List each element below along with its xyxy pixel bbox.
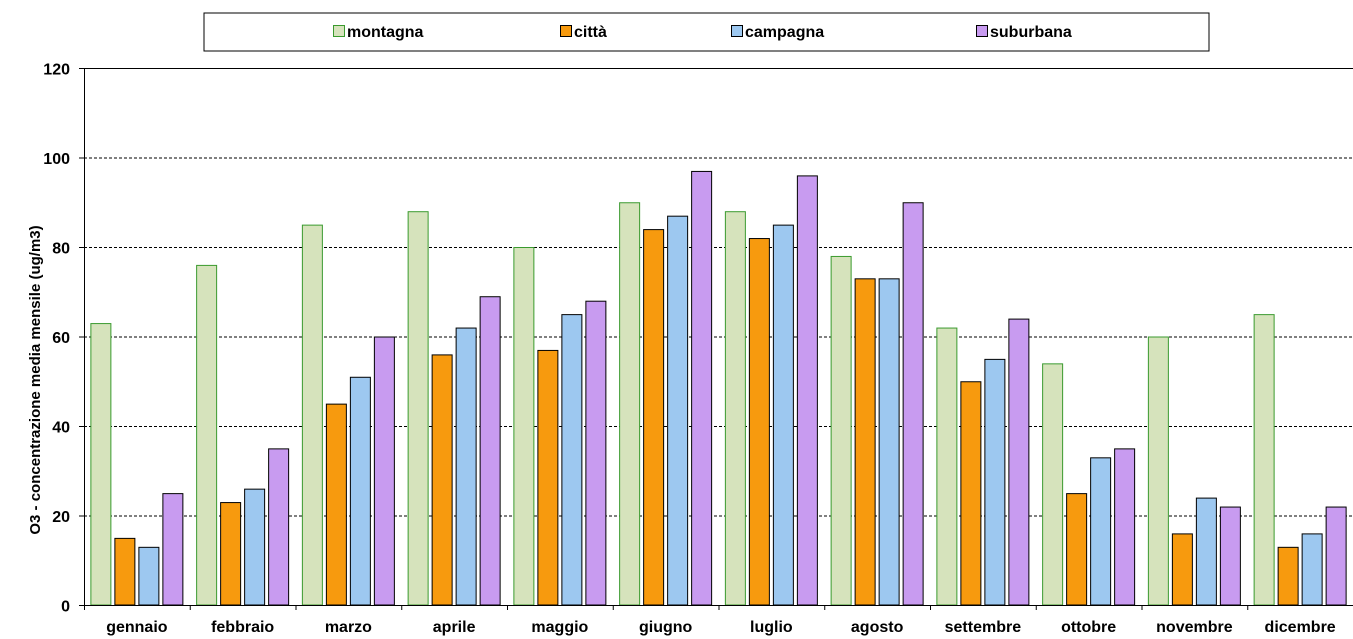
- bar-città-settembre: [960, 381, 982, 606]
- bar-campagna-febbraio: [244, 488, 266, 606]
- bar-campagna-agosto: [878, 278, 900, 606]
- bar-montagna-maggio: [513, 247, 535, 606]
- bar-montagna-settembre: [936, 327, 958, 606]
- bar-città-novembre: [1171, 533, 1193, 606]
- bar-campagna-settembre: [984, 358, 1006, 606]
- legend-label-città: città: [574, 24, 607, 41]
- bar-montagna-gennaio: [90, 323, 112, 606]
- bar-campagna-gennaio: [138, 546, 160, 606]
- x-tick-label-giugno: giugno: [639, 619, 693, 636]
- legend: montagna città campagna suburbana: [203, 12, 1210, 52]
- gridlines: [84, 68, 1353, 517]
- bar-suburbana-luglio: [796, 175, 818, 606]
- x-tick-label-maggio: maggio: [531, 619, 588, 636]
- bar-città-ottobre: [1066, 493, 1088, 606]
- bar-campagna-ottobre: [1090, 457, 1112, 606]
- bar-città-giugno: [643, 229, 665, 606]
- legend-label-campagna: campagna: [745, 24, 824, 41]
- y-tick-label-120: 120: [43, 62, 70, 79]
- bar-montagna-marzo: [301, 224, 323, 606]
- x-tick-label-aprile: aprile: [433, 619, 476, 636]
- bar-montagna-novembre: [1147, 336, 1169, 606]
- y-tick-label-60: 60: [52, 330, 70, 347]
- bar-suburbana-giugno: [691, 170, 713, 606]
- legend-swatch-città: [560, 25, 572, 37]
- y-tick-label-100: 100: [43, 151, 70, 168]
- y-tick-label-20: 20: [52, 509, 70, 526]
- x-tick-label-gennaio: gennaio: [106, 619, 168, 636]
- x-tick-label-ottobre: ottobre: [1061, 619, 1116, 636]
- bar-suburbana-dicembre: [1325, 506, 1347, 606]
- legend-label-suburbana: suburbana: [990, 24, 1072, 41]
- bar-suburbana-agosto: [902, 202, 924, 606]
- bar-campagna-maggio: [561, 314, 583, 606]
- y-tick-label-0: 0: [61, 599, 70, 616]
- bar-montagna-giugno: [619, 202, 641, 606]
- bar-campagna-dicembre: [1301, 533, 1323, 606]
- axes: gennaio febbraio marzo aprile maggio giugno lu…: [43, 62, 1353, 636]
- legend-swatch-montagna: [333, 25, 345, 37]
- x-tick-label-febbraio: febbraio: [211, 619, 274, 636]
- bar-montagna-ottobre: [1042, 363, 1064, 606]
- bar-suburbana-novembre: [1219, 506, 1241, 606]
- legend-label-montagna: montagna: [347, 24, 424, 41]
- bar-montagna-dicembre: [1253, 314, 1275, 606]
- bar-montagna-aprile: [407, 211, 429, 606]
- bar-campagna-marzo: [349, 376, 371, 606]
- bar-campagna-novembre: [1195, 497, 1217, 606]
- x-tick-label-settembre: settembre: [945, 619, 1022, 636]
- x-tick-label-marzo: marzo: [325, 619, 372, 636]
- bar-suburbana-settembre: [1008, 318, 1030, 606]
- x-tick-label-luglio: luglio: [750, 619, 793, 636]
- bar-suburbana-maggio: [585, 300, 607, 606]
- bar-montagna-luglio: [724, 211, 746, 606]
- x-tick-label-agosto: agosto: [851, 619, 904, 636]
- bar-città-agosto: [854, 278, 876, 606]
- bar-suburbana-aprile: [479, 296, 501, 606]
- bar-suburbana-febbraio: [268, 448, 290, 606]
- y-tick-label-80: 80: [52, 241, 70, 258]
- bar-città-aprile: [431, 354, 453, 606]
- y-tick-label-40: 40: [52, 420, 70, 437]
- bar-campagna-giugno: [667, 215, 689, 606]
- legend-swatch-campagna: [731, 25, 743, 37]
- bar-montagna-febbraio: [196, 264, 218, 606]
- y-axis-label: O3 - concentrazione media mensile (ug/m3…: [27, 225, 44, 534]
- bar-campagna-luglio: [772, 224, 794, 606]
- x-tick-label-novembre: novembre: [1156, 619, 1233, 636]
- bar-città-maggio: [537, 349, 559, 606]
- bar-campagna-aprile: [455, 327, 477, 606]
- bar-montagna-agosto: [830, 255, 852, 606]
- bar-suburbana-marzo: [373, 336, 395, 606]
- bars: [90, 170, 1347, 606]
- bar-suburbana-gennaio: [162, 493, 184, 606]
- bar-città-gennaio: [114, 537, 136, 606]
- legend-box: [203, 12, 1210, 52]
- bar-suburbana-ottobre: [1114, 448, 1136, 606]
- legend-swatch-suburbana: [976, 25, 988, 37]
- bar-città-marzo: [325, 403, 347, 606]
- bar-città-febbraio: [220, 502, 242, 606]
- bar-città-dicembre: [1277, 546, 1299, 606]
- bar-città-luglio: [748, 238, 770, 606]
- x-tick-label-dicembre: dicembre: [1265, 619, 1336, 636]
